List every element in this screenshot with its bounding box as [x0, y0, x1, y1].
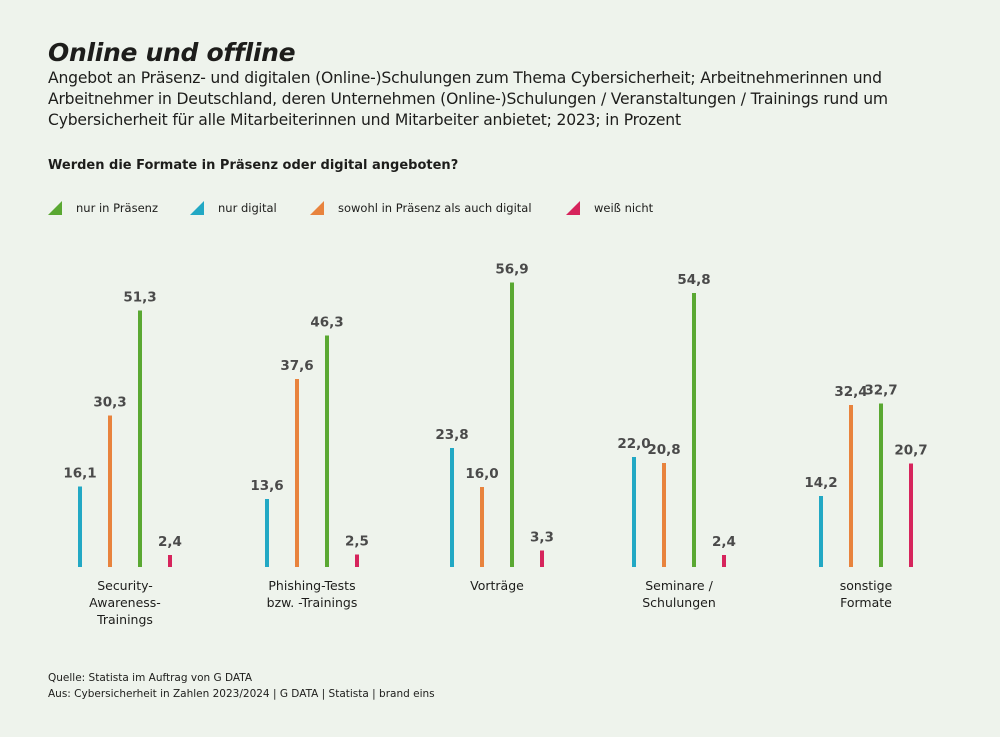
- category-label: Schulungen: [642, 595, 716, 610]
- category-label: Seminare /: [645, 578, 713, 593]
- data-label: 51,3: [123, 290, 156, 306]
- data-label: 3,3: [530, 530, 554, 546]
- bar: [265, 499, 269, 567]
- bar: [540, 550, 544, 567]
- data-label: 54,8: [677, 272, 710, 288]
- publication-line: Aus: Cybersicherheit in Zahlen 2023/2024…: [48, 688, 435, 700]
- bar: [662, 463, 666, 567]
- bar: [722, 555, 726, 567]
- bar: [692, 293, 696, 567]
- legend-item-digital: nur digital: [190, 201, 277, 215]
- data-label: 16,0: [465, 466, 498, 482]
- legend: nur in Präsenz nur digital sowohl in Prä…: [0, 201, 1000, 221]
- category-label: Vorträge: [470, 578, 524, 593]
- data-label: 32,7: [864, 383, 897, 399]
- data-label: 46,3: [310, 315, 343, 331]
- category-label: sonstige: [840, 578, 893, 593]
- category-label: Awareness-: [89, 595, 161, 610]
- source-note: Quelle: Statista im Auftrag von G DATA A…: [48, 670, 435, 702]
- source-line: Quelle: Statista im Auftrag von G DATA: [48, 672, 253, 684]
- data-label: 14,2: [804, 475, 837, 491]
- category-label: Security-: [97, 578, 153, 593]
- legend-item-beides: sowohl in Präsenz als auch digital: [310, 201, 532, 215]
- chart-subtitle: Angebot an Präsenz- und digitalen (Onlin…: [48, 69, 888, 129]
- data-label: 2,4: [158, 534, 182, 550]
- bar: [138, 310, 142, 567]
- data-label: 37,6: [280, 358, 313, 374]
- bar: [849, 405, 853, 567]
- data-label: 22,0: [617, 436, 650, 452]
- chart-title: Online und offline: [48, 38, 296, 67]
- bar: [819, 496, 823, 567]
- data-label: 56,9: [495, 262, 528, 278]
- bar: [909, 463, 913, 567]
- bar: [510, 282, 514, 567]
- data-label: 13,6: [250, 478, 283, 494]
- data-label: 23,8: [435, 427, 468, 443]
- data-label: 16,1: [63, 466, 96, 482]
- legend-item-praesenz: nur in Präsenz: [48, 201, 158, 215]
- category-label: Formate: [840, 595, 892, 610]
- legend-label: nur in Präsenz: [76, 201, 158, 215]
- bar: [879, 403, 883, 567]
- bar: [325, 335, 329, 567]
- bar: [450, 448, 454, 567]
- data-label: 20,8: [647, 442, 680, 458]
- bar: [632, 457, 636, 567]
- legend-label: sowohl in Präsenz als auch digital: [338, 201, 532, 215]
- data-label: 30,3: [93, 395, 126, 411]
- bar: [78, 486, 82, 567]
- legend-label: weiß nicht: [594, 201, 654, 215]
- bar: [108, 415, 112, 567]
- category-label: Trainings: [96, 612, 153, 627]
- bar: [355, 554, 359, 567]
- category-label: Phishing-Tests: [268, 578, 355, 593]
- data-label: 20,7: [894, 443, 927, 459]
- data-label: 2,4: [712, 534, 736, 550]
- bar: [168, 555, 172, 567]
- legend-label: nur digital: [218, 201, 277, 215]
- chart-question: Werden die Formate in Präsenz oder digit…: [48, 158, 459, 173]
- data-label: 2,5: [345, 534, 369, 550]
- bar: [295, 379, 299, 567]
- bar: [480, 487, 484, 567]
- legend-item-weiss-nicht: weiß nicht: [566, 201, 653, 215]
- category-label: bzw. -Trainings: [267, 595, 358, 610]
- data-label: 32,4: [834, 384, 867, 400]
